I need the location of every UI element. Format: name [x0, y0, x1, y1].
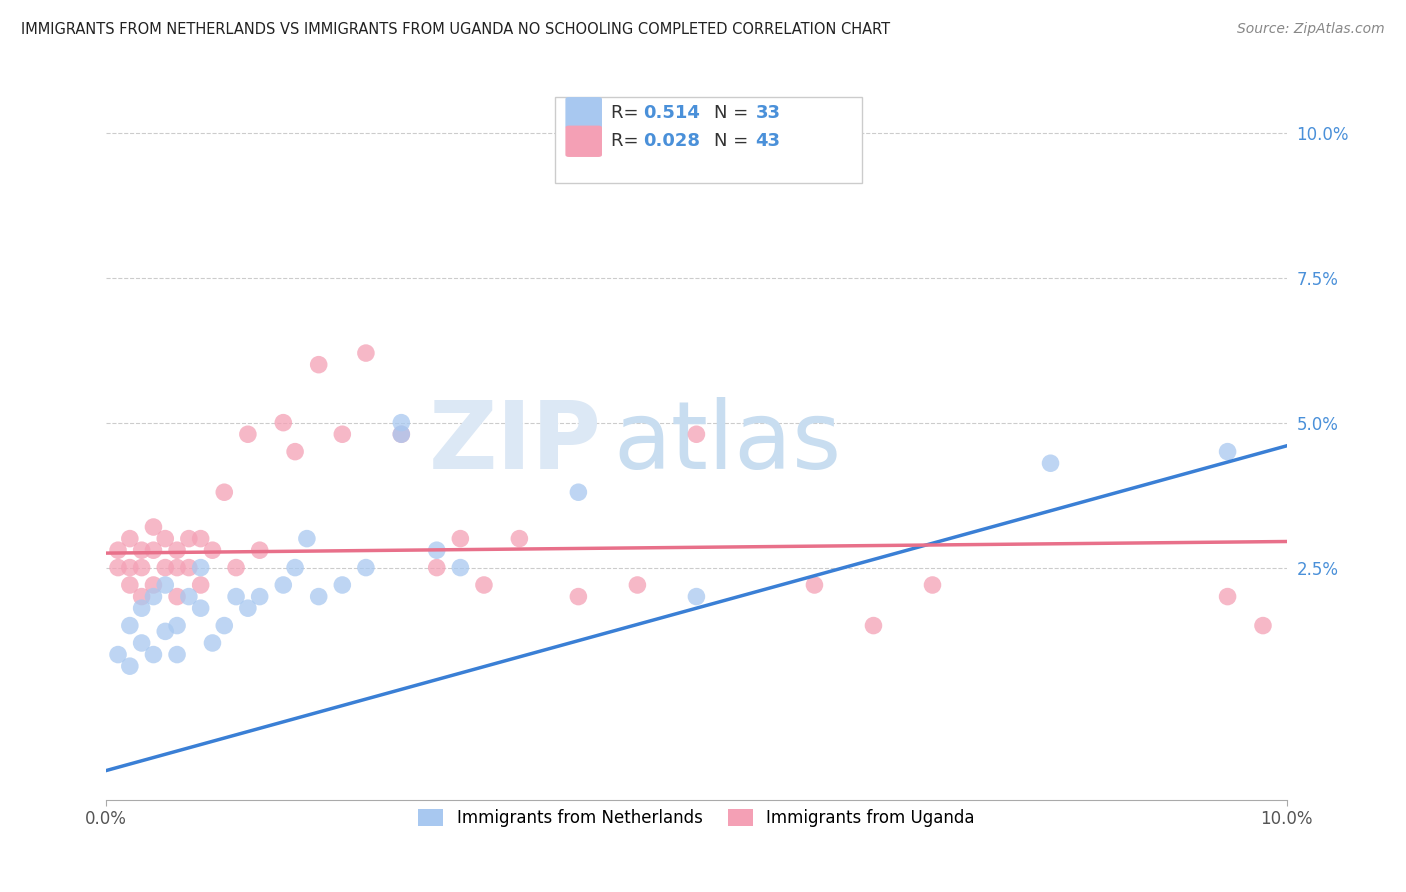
Point — [249, 590, 271, 604]
Point — [166, 560, 188, 574]
Point — [236, 427, 259, 442]
Point — [1216, 444, 1239, 458]
Point — [426, 560, 449, 574]
Point — [142, 543, 165, 558]
Point — [249, 543, 271, 558]
Point — [626, 578, 648, 592]
Point — [685, 427, 707, 442]
Point — [389, 416, 412, 430]
Point — [166, 618, 188, 632]
Point — [330, 578, 353, 592]
Point — [107, 648, 129, 662]
Point — [567, 485, 589, 500]
Point — [330, 427, 353, 442]
Point — [426, 543, 449, 558]
Point — [1216, 590, 1239, 604]
Text: Source: ZipAtlas.com: Source: ZipAtlas.com — [1237, 22, 1385, 37]
Text: N =: N = — [714, 132, 754, 150]
Point — [118, 659, 141, 673]
Point — [118, 618, 141, 632]
Legend: Immigrants from Netherlands, Immigrants from Uganda: Immigrants from Netherlands, Immigrants … — [412, 803, 981, 834]
Point — [118, 578, 141, 592]
Point — [803, 578, 825, 592]
Point — [201, 543, 224, 558]
Text: 33: 33 — [755, 103, 780, 121]
Point — [389, 427, 412, 442]
Point — [862, 618, 884, 632]
Point — [118, 560, 141, 574]
Point — [131, 543, 153, 558]
Point — [271, 416, 294, 430]
Point — [190, 601, 212, 615]
Text: 43: 43 — [755, 132, 780, 150]
Point — [190, 532, 212, 546]
Point — [107, 560, 129, 574]
Point — [284, 560, 307, 574]
Text: atlas: atlas — [614, 397, 842, 489]
Point — [177, 532, 200, 546]
FancyBboxPatch shape — [565, 126, 602, 157]
Point — [177, 560, 200, 574]
Text: 0.028: 0.028 — [644, 132, 700, 150]
Point — [225, 560, 247, 574]
Point — [354, 560, 377, 574]
Point — [284, 444, 307, 458]
Point — [1251, 618, 1274, 632]
Point — [214, 618, 236, 632]
Text: R=: R= — [612, 103, 645, 121]
Point — [1039, 456, 1062, 470]
Point — [155, 624, 177, 639]
Point — [389, 427, 412, 442]
Point — [214, 485, 236, 500]
Point — [166, 543, 188, 558]
Point — [155, 560, 177, 574]
Point — [118, 532, 141, 546]
Text: 0.514: 0.514 — [644, 103, 700, 121]
Point — [508, 532, 530, 546]
Point — [166, 590, 188, 604]
Point — [107, 543, 129, 558]
Point — [155, 532, 177, 546]
Point — [271, 578, 294, 592]
Point — [921, 578, 943, 592]
Point — [131, 636, 153, 650]
Point — [155, 578, 177, 592]
Point — [295, 532, 318, 546]
Text: ZIP: ZIP — [429, 397, 602, 489]
FancyBboxPatch shape — [555, 97, 862, 183]
Point — [685, 590, 707, 604]
Point — [449, 560, 471, 574]
Point — [142, 648, 165, 662]
Point — [177, 590, 200, 604]
Point — [308, 358, 330, 372]
Point — [142, 590, 165, 604]
Text: N =: N = — [714, 103, 754, 121]
Point — [354, 346, 377, 360]
Point — [308, 590, 330, 604]
Point — [190, 578, 212, 592]
Point — [472, 578, 495, 592]
Point — [131, 601, 153, 615]
Point — [142, 520, 165, 534]
Point — [236, 601, 259, 615]
Point — [225, 590, 247, 604]
Point — [190, 560, 212, 574]
Point — [201, 636, 224, 650]
Point — [567, 590, 589, 604]
Point — [131, 590, 153, 604]
Text: R=: R= — [612, 132, 645, 150]
Point — [166, 648, 188, 662]
Point — [449, 532, 471, 546]
Point — [131, 560, 153, 574]
Text: IMMIGRANTS FROM NETHERLANDS VS IMMIGRANTS FROM UGANDA NO SCHOOLING COMPLETED COR: IMMIGRANTS FROM NETHERLANDS VS IMMIGRANT… — [21, 22, 890, 37]
FancyBboxPatch shape — [565, 97, 602, 128]
Point — [142, 578, 165, 592]
